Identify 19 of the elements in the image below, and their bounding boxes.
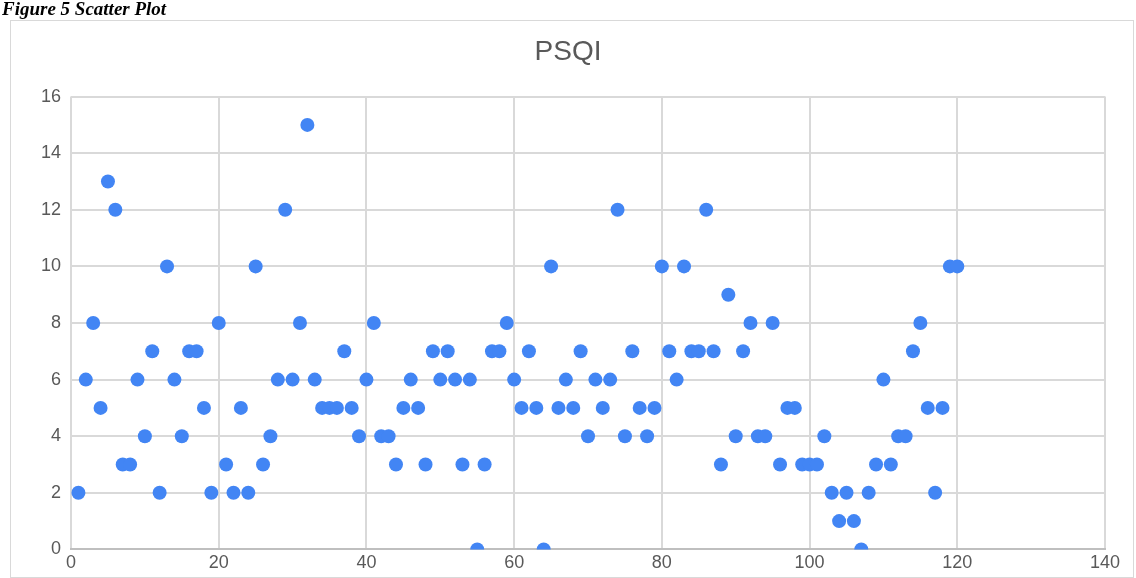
x-tick-label: 100	[794, 552, 825, 573]
chart-title: PSQI	[534, 34, 602, 66]
x-tick-label: 40	[356, 552, 377, 573]
y-tick-label: 0	[51, 538, 62, 559]
y-tick-label: 16	[40, 85, 62, 106]
y-tick-label: 14	[40, 142, 62, 163]
x-tick-label: 0	[66, 552, 77, 573]
y-tick-label: 10	[40, 255, 62, 276]
x-tick-label: 140	[1089, 552, 1121, 573]
x-tick-label: 80	[651, 552, 672, 573]
caption: Figure 5 Scatter Plot	[2, 0, 167, 20]
y-tick-label: 8	[51, 311, 62, 332]
y-tick-label: 2	[51, 481, 62, 502]
y-tick-label: 4	[51, 425, 62, 446]
x-tick-label: 60	[504, 552, 525, 573]
x-tick-label: 20	[208, 552, 229, 573]
y-tick-label: 12	[40, 198, 62, 219]
x-tick-label: 120	[942, 552, 973, 573]
y-tick-label: 6	[51, 368, 62, 389]
